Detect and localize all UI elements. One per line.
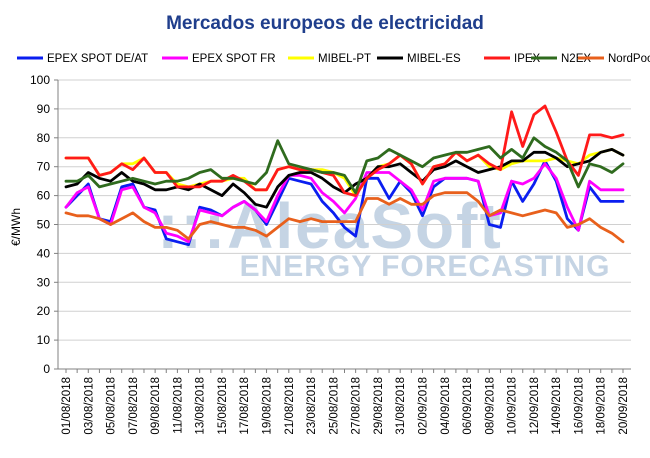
x-tick-label: 06/09/2018 [462,377,474,435]
y-axis-label: €/MWh [9,208,23,246]
x-tick-label: 13/08/2018 [195,377,207,435]
x-tick-label: 10/09/2018 [507,377,519,435]
legend-item-mibel-pt: MIBEL-PT [288,53,371,65]
series-lines [64,104,625,247]
x-tick-label: 08/09/2018 [484,377,496,435]
x-tick-label: 09/08/2018 [150,377,162,435]
series-line-nordpool [64,191,625,244]
x-tick-label: 03/08/2018 [83,377,95,435]
x-tick-label: 20/09/2018 [618,377,630,435]
legend-item-mibel-es: MIBEL-ES [377,53,461,65]
legend-item-epex-spot-de-at: EPEX SPOT DE/AT [17,53,148,65]
series-line-n2ex [64,136,625,195]
watermark-tagline: ENERGY FORECASTING [240,250,611,283]
x-tick-label: 18/09/2018 [596,377,608,435]
x-tick-label: 21/08/2018 [284,377,296,435]
legend-label: EPEX SPOT DE/AT [47,53,148,65]
legend-label: MIBEL-PT [318,53,371,65]
x-tick-label: 11/08/2018 [172,377,184,434]
x-tick-label: 17/08/2018 [239,377,251,435]
x-tick-label: 29/08/2018 [373,377,385,435]
legend-label: MIBEL-ES [407,53,461,65]
x-tick-label: 04/09/2018 [440,377,452,435]
x-tick-label: 12/09/2018 [529,377,541,435]
grid [58,79,631,341]
y-tick-label: 100 [30,73,50,87]
series-line-epex-spot-fr [64,162,625,244]
legend-label: NordPool [608,53,650,65]
legend-item-ipex: IPEX [484,53,541,65]
y-tick-label: 10 [37,333,51,347]
x-tick-label: 15/08/2018 [217,377,229,435]
x-tick-label: 19/08/2018 [262,377,274,435]
x-tick-label: 05/08/2018 [106,377,118,435]
legend-label: IPEX [514,53,541,65]
legend-label: N2EX [561,53,591,65]
y-tick-label: 50 [37,218,51,232]
y-tick-label: 60 [37,189,51,203]
x-tick-label: 14/09/2018 [551,377,563,435]
legend: EPEX SPOT DE/AT EPEX SPOT FR MIBEL-PT MIBEL… [17,53,650,65]
x-tick-label: 02/09/2018 [418,377,430,435]
watermark-brand: :::AleaSoft [157,190,503,262]
legend-label: EPEX SPOT FR [192,53,276,65]
x-tick-label: 23/08/2018 [306,377,318,435]
y-tick-label: 90 [37,102,51,116]
legend-item-n2ex: N2EX [531,53,591,65]
legend-item-nordpool: NordPool [578,53,650,65]
y-tick-label: 40 [37,246,51,260]
y-tick-label: 80 [37,131,51,145]
legend-item-epex-spot-fr: EPEX SPOT FR [162,53,276,65]
x-tick-label: 16/09/2018 [573,377,585,435]
series-line-ipex [64,104,625,198]
y-tick-label: 30 [37,275,51,289]
chart-title: Mercados europeos de electricidad [166,13,484,34]
x-tick-label: 27/08/2018 [351,377,363,435]
x-tick-label: 01/08/2018 [61,377,73,435]
x-tick-label: 07/08/2018 [128,377,140,435]
x-tick-label: 31/08/2018 [395,377,407,435]
x-axis-ticks: 01/08/2018 03/08/2018 05/08/2018 07/08/2018… [61,369,630,435]
y-axis-ticks: 0 10 20 30 40 50 60 70 80 90 100 [30,73,58,376]
y-tick-label: 0 [43,362,50,376]
x-tick-label: 25/08/2018 [328,377,340,435]
y-tick-label: 20 [37,304,51,318]
y-tick-label: 70 [37,160,51,174]
